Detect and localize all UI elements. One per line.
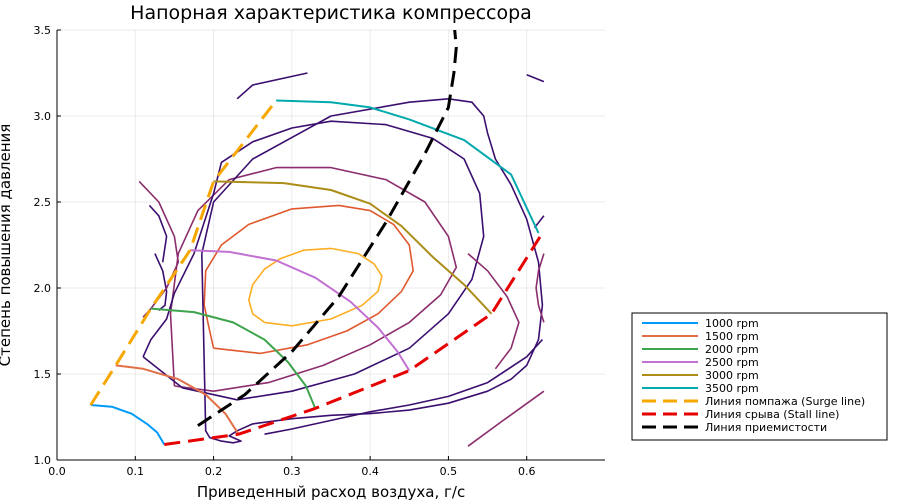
contour-line [148,204,168,263]
x-axis-label: Приведенный расход воздуха, г/с [197,483,465,500]
contour-line [248,247,383,327]
y-tick-label: 3.0 [34,110,52,123]
contour-line [201,98,544,444]
legend-label: 3000 rpm [705,369,759,382]
legend-label: Линия помпажа (Surge line) [705,395,865,408]
y-axis-label: Степень повышения давления [0,124,14,367]
x-tick-label: 0.5 [440,465,458,478]
contour-line [264,339,543,435]
y-tick-label: 2.5 [34,196,52,209]
contour-lines [138,72,545,447]
series-lines [89,30,544,446]
x-tick-label: 0.2 [205,465,223,478]
legend-label: 3500 rpm [705,382,759,395]
legend-label: 2500 rpm [705,356,759,369]
series-line [164,232,544,446]
y-tick-label: 2.0 [34,282,52,295]
y-tick-label: 3.5 [34,24,52,37]
plot-background [57,30,605,460]
legend-box [631,312,888,441]
contour-line [467,390,545,447]
series-line [150,307,317,409]
series-line [197,30,458,427]
y-tick-label: 1.0 [34,454,52,467]
legend-label: Линия приемистости [705,421,827,434]
x-tick-label: 0.0 [48,465,66,478]
legend-label: 1500 rpm [705,330,759,343]
legend-label: 2000 rpm [705,343,759,356]
x-tick-label: 0.3 [283,465,301,478]
contour-line [467,252,520,370]
x-tick-label: 0.1 [127,465,145,478]
contour-line [236,72,308,100]
contour-line [203,204,414,355]
series-line [90,404,166,446]
contour-line [169,166,458,392]
series-line [115,364,240,435]
series-line [190,249,411,372]
tick-labels: 0.0 0.1 0.2 0.3 0.4 0.5 0.6 1.0 1.5 2.0 2.5 3.0 3.5 [34,24,536,478]
series-line [213,180,493,315]
contour-line [154,253,168,312]
x-tick-label: 0.4 [361,465,379,478]
axes [56,29,605,461]
legend-label: Линия срыва (Stall line) [705,408,839,421]
series-line [276,99,540,234]
y-tick-label: 1.5 [34,368,52,381]
contour-line [535,253,545,323]
x-tick-label: 0.6 [518,465,536,478]
series-line [89,99,278,406]
contour-line [142,120,485,401]
legend-label: 1000 rpm [705,317,759,330]
chart-title: Напорная характеристика компрессора [130,2,532,24]
contour-line [526,73,545,83]
